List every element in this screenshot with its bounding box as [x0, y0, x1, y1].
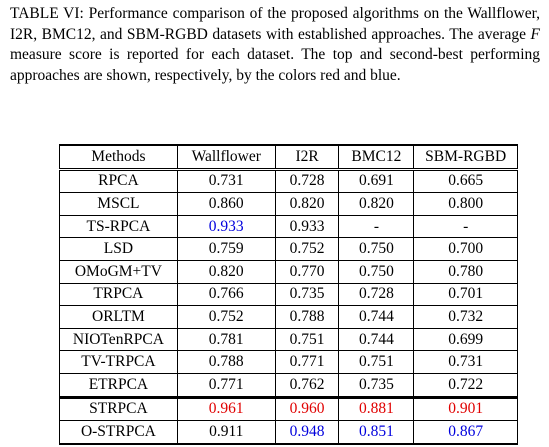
cell-bmc12: 0.751 — [338, 350, 415, 374]
cell-method: LSD — [59, 237, 178, 261]
cell-method: TV-TRPCA — [59, 350, 178, 374]
table-row: ORLTM 0.752 0.788 0.744 0.732 — [59, 305, 518, 329]
cell-bmc12: 0.820 — [338, 192, 415, 216]
cell-wallflower: 0.731 — [176, 169, 276, 193]
cell-i2r: 0.820 — [274, 192, 340, 216]
cell-sbm-rgbd: 0.699 — [413, 328, 518, 351]
cell-sbm-rgbd: 0.780 — [413, 260, 518, 284]
cell-sbm-rgbd: 0.901 — [413, 397, 518, 421]
table-row: RPCA 0.731 0.728 0.691 0.665 — [59, 169, 518, 193]
cell-sbm-rgbd: - — [413, 215, 518, 238]
cell-bmc12: 0.744 — [338, 305, 415, 329]
cell-sbm-rgbd: 0.701 — [413, 283, 518, 306]
cell-method: NIOTenRPCA — [59, 328, 178, 351]
cell-method: MSCL — [59, 192, 178, 216]
cell-sbm-rgbd: 0.867 — [413, 420, 518, 444]
header-bmc12: BMC12 — [338, 145, 415, 170]
cell-sbm-rgbd: 0.800 — [413, 192, 518, 216]
results-table: Methods Wallflower I2R BMC12 SBM-RGBD RP… — [59, 144, 518, 445]
cell-i2r: 0.751 — [274, 328, 340, 351]
table-row: NIOTenRPCA 0.781 0.751 0.744 0.699 — [59, 328, 518, 351]
cell-bmc12: 0.881 — [338, 397, 415, 421]
table-row: MSCL 0.860 0.820 0.820 0.800 — [59, 192, 518, 216]
cell-bmc12: 0.728 — [338, 283, 415, 306]
header-i2r: I2R — [274, 145, 340, 170]
header-sbm-rgbd: SBM-RGBD — [413, 145, 518, 170]
cell-wallflower: 0.860 — [176, 192, 276, 216]
caption-text-end: measure score is reported for each datas… — [10, 46, 540, 84]
cell-i2r: 0.788 — [274, 305, 340, 329]
cell-i2r: 0.735 — [274, 283, 340, 306]
cell-i2r: 0.752 — [274, 237, 340, 261]
cell-wallflower: 0.771 — [176, 373, 276, 398]
cell-bmc12: 0.691 — [338, 169, 415, 193]
cell-method: RPCA — [59, 169, 178, 193]
table-caption: TABLE VI: Performance comparison of the … — [10, 4, 540, 86]
cell-method: ORLTM — [59, 305, 178, 329]
cell-i2r: 0.933 — [274, 215, 340, 238]
table-row: TS-RPCA 0.933 0.933- - — [59, 215, 518, 238]
caption-text: TABLE VI: Performance comparison of the … — [10, 5, 540, 43]
cell-wallflower: 0.752 — [176, 305, 276, 329]
table-row: O-STRPCA 0.911 0.948 0.851 0.867 — [59, 420, 518, 444]
caption-f-measure: F — [530, 25, 540, 43]
cell-bmc12: 0.851 — [338, 420, 415, 444]
cell-method: TS-RPCA — [59, 215, 178, 238]
cell-bmc12: 0.750 — [338, 260, 415, 284]
cell-wallflower: 0.788 — [176, 350, 276, 374]
cell-method: OMoGM+TV — [59, 260, 178, 284]
cell-method: STRPCA — [59, 397, 178, 421]
cell-bmc12: 0.735 — [338, 373, 415, 398]
cell-wallflower: 0.820 — [176, 260, 276, 284]
cell-i2r: 0.960 — [274, 397, 340, 421]
table-row: LSD 0.759 0.752 0.750 0.700 — [59, 237, 518, 261]
cell-method: TRPCA — [59, 283, 178, 306]
cell-i2r: 0.948 — [274, 420, 340, 444]
header-methods: Methods — [59, 145, 178, 170]
cell-sbm-rgbd: 0.731 — [413, 350, 518, 374]
cell-bmc12: 0.750 — [338, 237, 415, 261]
cell-wallflower: 0.781 — [176, 328, 276, 351]
cell-sbm-rgbd: 0.732 — [413, 305, 518, 329]
table-header: Methods Wallflower I2R BMC12 SBM-RGBD — [59, 145, 518, 170]
cell-i2r: 0.771 — [274, 350, 340, 374]
cell-wallflower: 0.911 — [176, 420, 276, 444]
cell-sbm-rgbd: 0.722 — [413, 373, 518, 398]
cell-wallflower: 0.961 — [176, 397, 276, 421]
cell-wallflower: 0.933 — [176, 215, 276, 238]
cell-bmc12: - — [338, 215, 415, 238]
cell-method: O-STRPCA — [59, 420, 178, 444]
table-body: RPCA 0.731 0.728 0.691 0.665 MSCL 0.860 0.820 0.… — [59, 169, 518, 444]
cell-method: ETRPCA — [59, 373, 178, 398]
header-row: Methods Wallflower I2R BMC12 SBM-RGBD — [59, 145, 518, 170]
cell-i2r: 0.762 — [274, 373, 340, 398]
cell-i2r: 0.770 — [274, 260, 340, 284]
table-row: TRPCA 0.766 0.735 0.728 0.701 — [59, 283, 518, 306]
cell-bmc12: 0.744 — [338, 328, 415, 351]
table-row: STRPCA 0.961 0.960 0.881 0.901 — [59, 397, 518, 421]
cell-i2r: 0.728 — [274, 169, 340, 193]
cell-sbm-rgbd: 0.700 — [413, 237, 518, 261]
table-row: ETRPCA 0.771 0.762 0.735 0.722 — [59, 373, 518, 398]
table-row: TV-TRPCA 0.788 0.771 0.751 0.731 — [59, 350, 518, 374]
cell-wallflower: 0.759 — [176, 237, 276, 261]
header-wallflower: Wallflower — [176, 145, 276, 170]
cell-sbm-rgbd: 0.665 — [413, 169, 518, 193]
cell-wallflower: 0.766 — [176, 283, 276, 306]
table-row: OMoGM+TV 0.820 0.770 0.750 0.780 — [59, 260, 518, 284]
